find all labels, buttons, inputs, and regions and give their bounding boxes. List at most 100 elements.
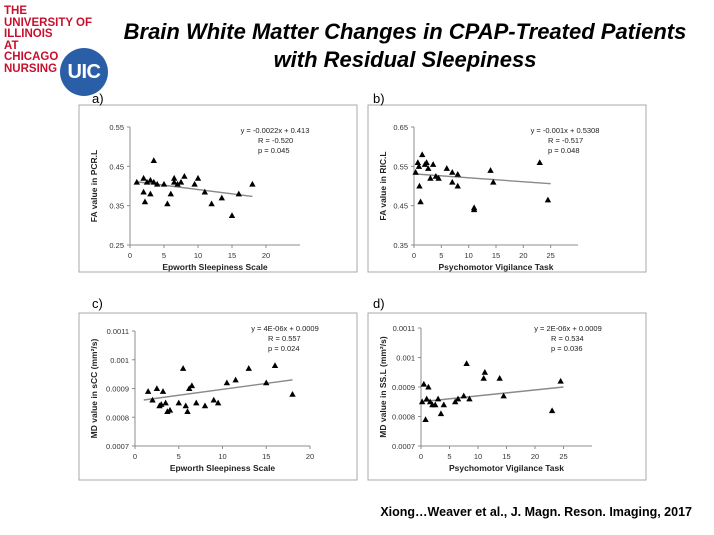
- data-point: [420, 380, 428, 387]
- regression-equation: y = -0.0022x + 0.413: [241, 126, 310, 135]
- y-tick-label: 0.0011: [393, 324, 415, 333]
- data-point: [171, 178, 178, 185]
- citation: Xiong…Weaver et al., J. Magn. Reson. Ima…: [380, 505, 692, 519]
- y-tick-label: 0.35: [393, 241, 408, 250]
- data-point: [437, 410, 445, 417]
- y-tick-label: 0.0009: [106, 385, 129, 394]
- p-value: p = 0.048: [548, 146, 580, 155]
- data-point: [191, 180, 198, 187]
- data-point: [422, 416, 429, 423]
- y-axis-label: MD value in SS.L (mm²/s): [378, 336, 388, 438]
- x-tick-label: 10: [464, 251, 472, 260]
- regression-equation: y = -0.001x + 0.5308: [531, 126, 600, 135]
- data-point: [140, 174, 147, 181]
- panel-frame: [78, 104, 358, 273]
- slide-title: Brain White Matter Changes in CPAP-Treat…: [100, 18, 710, 74]
- y-tick-label: 0.0007: [392, 442, 415, 451]
- data-point: [162, 399, 169, 406]
- data-point: [452, 398, 459, 405]
- data-point: [418, 398, 426, 405]
- data-point: [496, 374, 503, 381]
- data-point: [144, 388, 152, 394]
- data-point: [425, 383, 432, 390]
- y-tick-label: 0.55: [393, 162, 408, 171]
- data-point: [481, 369, 489, 375]
- data-point: [480, 374, 487, 381]
- y-axis-label: FA value in RIC.L: [378, 151, 388, 220]
- p-value: p = 0.024: [268, 344, 300, 353]
- panel-frame: [367, 104, 647, 273]
- data-point: [454, 395, 462, 402]
- y-tick-label: 0.35: [109, 202, 124, 211]
- x-axis-label: Psychomotor Vigilance Task: [439, 262, 554, 272]
- data-point: [154, 180, 161, 187]
- x-tick-label: 5: [177, 452, 181, 461]
- data-point: [454, 171, 461, 177]
- y-tick-label: 0.001: [396, 354, 415, 363]
- uic-nursing-logo: THE UNIVERSITY OF ILLINOIS AT CHICAGO NU…: [4, 5, 108, 96]
- data-point: [160, 180, 168, 187]
- data-point: [490, 178, 497, 185]
- data-point: [544, 196, 552, 203]
- y-tick-label: 0.0008: [106, 413, 129, 422]
- data-point: [415, 163, 423, 169]
- data-point: [449, 169, 456, 175]
- x-axis-label: Epworth Sleepiness Scale: [162, 262, 268, 272]
- data-point: [463, 360, 470, 366]
- y-tick-label: 0.25: [109, 241, 124, 250]
- logo-line: THE: [4, 5, 27, 17]
- panel-letter: c): [92, 296, 103, 311]
- chart-panel-b: b) 0.35 0.45 0.55 0.65 0 5 10 15 20 25 Psychomotor …: [367, 91, 647, 273]
- y-axis-label: FA value in PCR.L: [89, 150, 99, 222]
- data-point: [179, 365, 187, 371]
- x-tick-label: 5: [447, 452, 451, 461]
- y-tick-label: 0.0007: [106, 442, 129, 451]
- data-point: [440, 401, 447, 408]
- logo-line: AT: [4, 39, 19, 52]
- data-point: [147, 190, 154, 197]
- data-point: [263, 379, 270, 386]
- data-point: [210, 396, 217, 403]
- y-tick-label: 0.65: [393, 123, 408, 132]
- data-point: [235, 190, 242, 197]
- x-tick-label: 5: [162, 251, 166, 260]
- data-point: [417, 198, 424, 205]
- p-value: p = 0.045: [258, 146, 290, 155]
- p-value: p = 0.036: [551, 344, 583, 353]
- x-tick-label: 20: [262, 251, 270, 260]
- r-value: R = 0.534: [551, 334, 584, 343]
- data-point: [500, 392, 507, 399]
- data-point: [177, 178, 185, 185]
- data-point: [150, 157, 157, 163]
- logo-line: UNIVERSITY OF: [4, 16, 92, 29]
- data-point: [470, 206, 478, 213]
- data-point: [416, 182, 423, 189]
- data-point: [214, 399, 222, 406]
- data-point: [460, 392, 467, 399]
- x-tick-label: 20: [519, 251, 527, 260]
- chart-panel-c: c) 0.0007 0.0008 0.0009 0.001 0.0011 0 5 10 15 20 E…: [78, 296, 358, 481]
- x-tick-label: 0: [128, 251, 132, 260]
- data-point: [434, 395, 442, 402]
- data-point: [175, 399, 182, 406]
- y-tick-label: 0.001: [110, 356, 129, 365]
- y-tick-label: 0.45: [393, 202, 408, 211]
- x-tick-label: 5: [439, 251, 443, 260]
- data-point: [164, 200, 171, 207]
- x-axis-label: Epworth Sleepiness Scale: [170, 463, 276, 473]
- regression-equation: y = 4E-06x + 0.0009: [251, 324, 319, 333]
- data-point: [143, 178, 151, 185]
- data-point: [423, 159, 430, 165]
- x-tick-label: 10: [218, 452, 226, 461]
- data-point: [419, 151, 426, 158]
- x-tick-label: 0: [133, 452, 137, 461]
- data-point: [194, 174, 202, 181]
- y-tick-label: 0.45: [109, 162, 124, 171]
- data-point: [454, 182, 461, 189]
- x-tick-label: 25: [546, 251, 554, 260]
- data-point: [425, 165, 432, 171]
- uic-badge: UIC: [60, 48, 108, 96]
- x-axis-label: Psychomotor Vigilance Task: [449, 463, 564, 473]
- trend-line: [420, 386, 564, 403]
